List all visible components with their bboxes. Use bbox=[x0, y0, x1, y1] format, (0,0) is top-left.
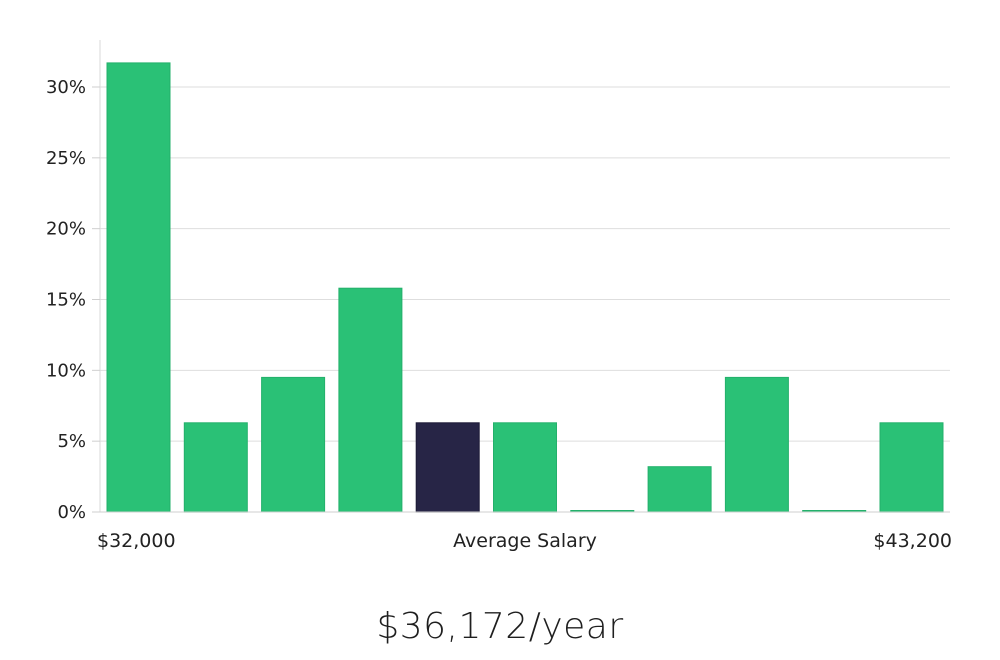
salary-histogram: 0% 5% 10% 15% 20% 25% 30% $32,000 Average Sala… bbox=[46, 40, 952, 552]
bar bbox=[106, 62, 171, 513]
bar bbox=[647, 466, 712, 513]
y-tick-label: 0% bbox=[57, 502, 86, 523]
average-salary-value: $36,172/year bbox=[376, 606, 624, 647]
x-center-label: Average Salary bbox=[453, 530, 597, 552]
bar bbox=[879, 422, 944, 513]
y-tick-label: 5% bbox=[57, 431, 86, 452]
y-tick-label: 20% bbox=[46, 219, 86, 240]
bar bbox=[261, 376, 326, 513]
bars bbox=[106, 62, 944, 513]
bar-average-bin bbox=[415, 422, 480, 513]
y-axis-ticks: 0% 5% 10% 15% 20% 25% 30% bbox=[46, 77, 100, 523]
y-tick-label: 30% bbox=[46, 77, 86, 98]
bar bbox=[493, 422, 557, 513]
bar bbox=[183, 422, 248, 513]
y-tick-label: 15% bbox=[46, 290, 86, 311]
bar bbox=[724, 376, 789, 513]
y-tick-label: 25% bbox=[46, 148, 86, 169]
bar bbox=[338, 287, 403, 513]
y-tick-label: 10% bbox=[46, 360, 86, 381]
x-min-label: $32,000 bbox=[97, 530, 176, 552]
x-max-label: $43,200 bbox=[873, 530, 952, 552]
gridlines bbox=[100, 86, 950, 442]
